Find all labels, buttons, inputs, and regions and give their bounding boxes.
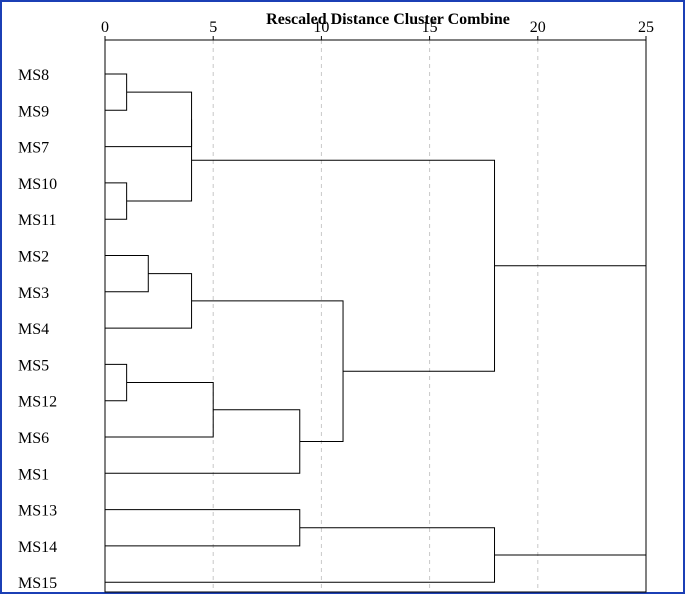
tick-label-5: 5 bbox=[209, 19, 217, 36]
x-axis-ticks: 0 5 10 15 20 25 bbox=[101, 19, 654, 40]
leaf-label-ms3: MS3 bbox=[18, 285, 49, 302]
leaf-label-ms15: MS15 bbox=[18, 575, 57, 592]
leaf-label-ms8: MS8 bbox=[18, 67, 49, 84]
merge-link-12 bbox=[105, 509, 301, 547]
leaf-label-ms9: MS9 bbox=[18, 103, 49, 120]
leaf-label-ms10: MS10 bbox=[18, 176, 57, 193]
tick-label-25: 25 bbox=[638, 19, 654, 36]
merge-link-4 bbox=[126, 119, 193, 202]
grid-layer bbox=[212, 40, 539, 592]
merge-link-1 bbox=[105, 73, 128, 111]
leaf-label-ms7: MS7 bbox=[18, 140, 49, 157]
merge-link-14 bbox=[494, 265, 647, 556]
merge-link-3 bbox=[105, 91, 193, 148]
merge-link-5 bbox=[105, 255, 149, 293]
merge-link-8 bbox=[105, 382, 214, 438]
leaf-label-ms14: MS14 bbox=[18, 539, 57, 556]
merge-link-10 bbox=[191, 300, 344, 443]
leaf-label-ms11: MS11 bbox=[18, 212, 57, 229]
leaf-label-ms4: MS4 bbox=[18, 321, 49, 338]
tick-label-0: 0 bbox=[101, 19, 109, 36]
leaf-label-ms5: MS5 bbox=[18, 357, 49, 374]
tick-label-20: 20 bbox=[530, 19, 546, 36]
merge-link-9 bbox=[105, 409, 301, 474]
leaf-label-ms12: MS12 bbox=[18, 394, 57, 411]
tick-label-10: 10 bbox=[313, 19, 329, 36]
tick-label-15: 15 bbox=[422, 19, 438, 36]
leaf-labels: MS8 MS9 MS7 MS10 MS11 MS2 MS3 MS4 MS5 MS12 MS6 MS1 M… bbox=[18, 67, 57, 592]
leaf-label-ms13: MS13 bbox=[18, 503, 57, 520]
chart-title: Rescaled Distance Cluster Combine bbox=[266, 11, 510, 28]
leaf-label-ms1: MS1 bbox=[18, 466, 49, 483]
merge-link-7 bbox=[105, 363, 128, 402]
merge-link-2 bbox=[105, 182, 128, 220]
leaf-label-ms6: MS6 bbox=[18, 430, 49, 447]
dendrogram-links bbox=[105, 73, 647, 583]
leaf-label-ms2: MS2 bbox=[18, 249, 49, 266]
